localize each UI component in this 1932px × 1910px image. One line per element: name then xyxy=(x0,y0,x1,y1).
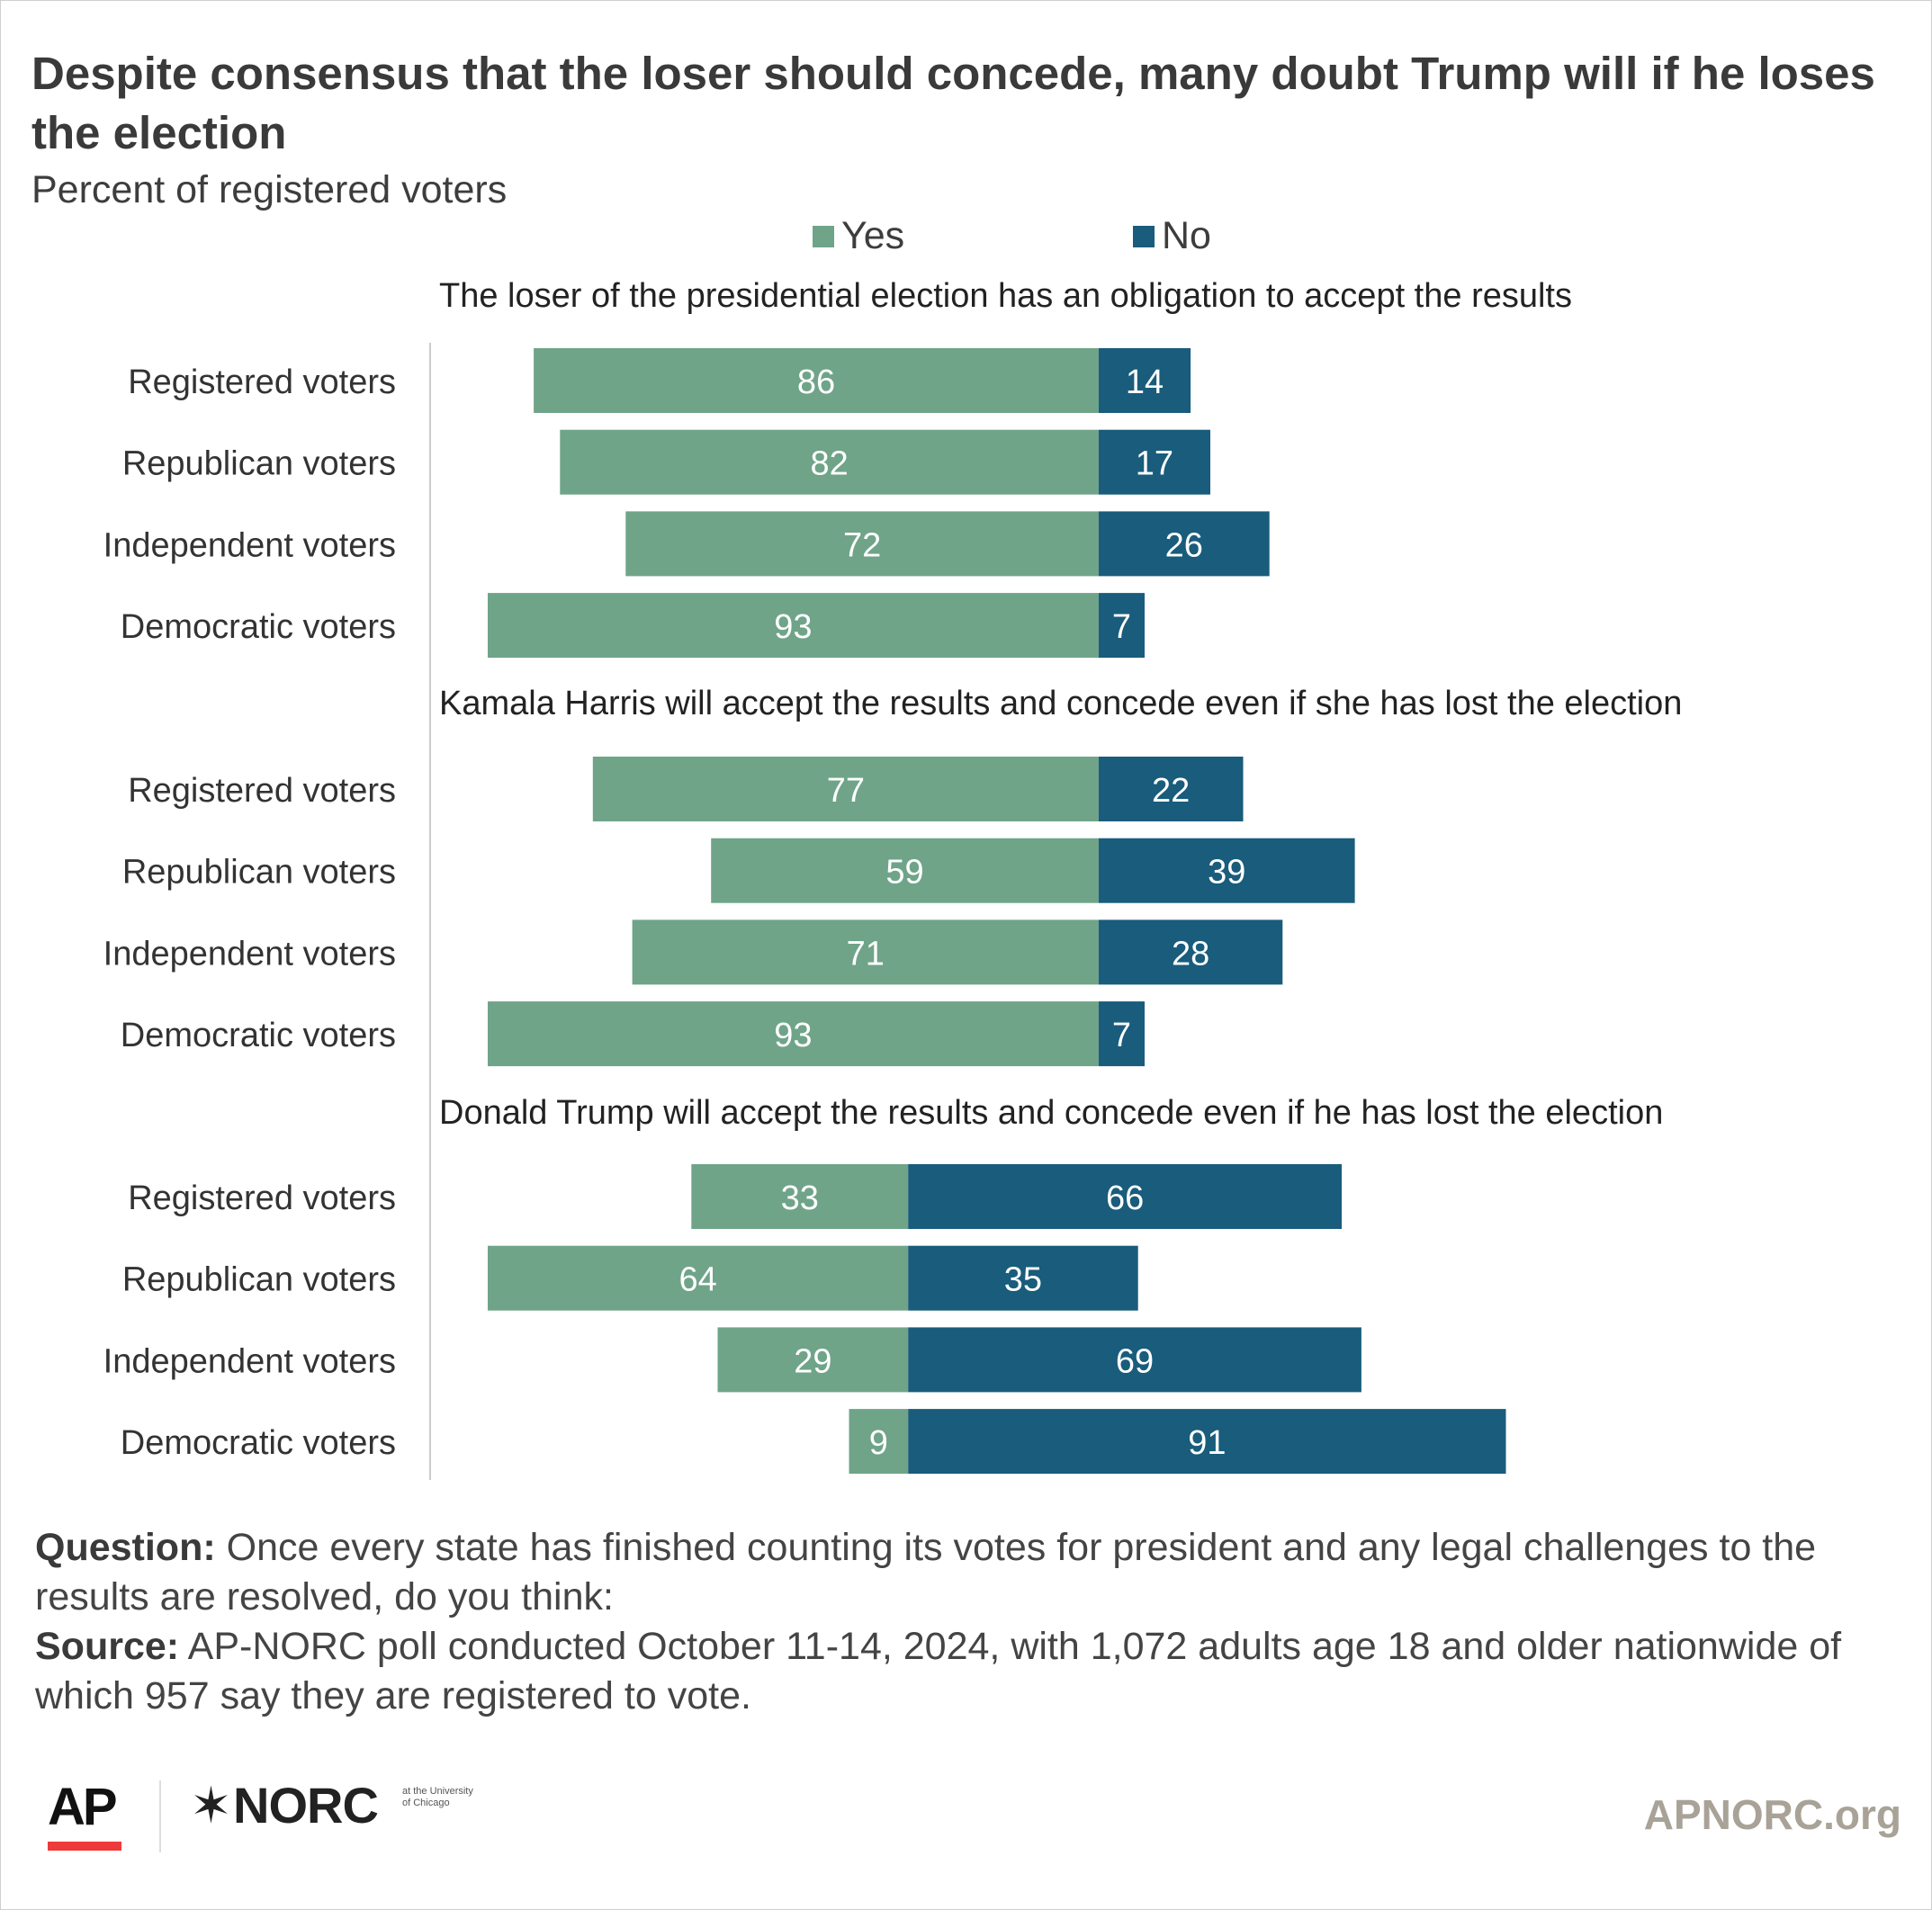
website-link[interactable]: APNORC.org xyxy=(1643,1791,1901,1838)
source-note: Source: AP-NORC poll conducted October 1… xyxy=(35,1622,1889,1721)
row-label: Democratic voters xyxy=(121,1424,396,1462)
legend-swatch-yes xyxy=(813,226,834,247)
bar-no xyxy=(1098,511,1270,577)
bar-no xyxy=(1098,919,1283,985)
bar-yes xyxy=(849,1409,909,1475)
data-label-no: 35 xyxy=(1004,1261,1042,1299)
bar-no xyxy=(908,1409,1506,1475)
bar-no xyxy=(1098,593,1145,659)
bar-yes xyxy=(488,1001,1099,1067)
row-label: Democratic voters xyxy=(121,608,396,646)
data-label-yes: 82 xyxy=(810,445,848,483)
data-label-no: 66 xyxy=(1106,1179,1144,1217)
data-label-no: 91 xyxy=(1188,1424,1226,1462)
group-title: The loser of the presidential election h… xyxy=(439,277,1572,315)
bar-yes xyxy=(534,348,1099,413)
logo-divider xyxy=(159,1780,161,1852)
ap-logo-bar xyxy=(48,1842,121,1851)
norc-logo-subtext: at the University of Chicago xyxy=(402,1786,473,1808)
row-label: Republican voters xyxy=(122,854,396,892)
question-label: Question: xyxy=(35,1526,216,1569)
chart-notes: Question: Once every state has finished … xyxy=(35,1523,1889,1721)
bar-no xyxy=(1098,1001,1145,1067)
norc-logo-text: NORC xyxy=(233,1777,379,1834)
group-title: Donald Trump will accept the results and… xyxy=(439,1094,1663,1132)
data-label-yes: 77 xyxy=(827,772,865,810)
chart-subtitle: Percent of registered voters xyxy=(31,168,508,211)
group-title: Kamala Harris will accept the results an… xyxy=(439,685,1682,722)
data-label-yes: 93 xyxy=(774,608,812,646)
data-label-yes: 71 xyxy=(847,935,885,973)
ap-logo: AP xyxy=(48,1779,125,1854)
bar-no xyxy=(908,1245,1138,1311)
bar-yes xyxy=(560,429,1099,495)
data-label-no: 28 xyxy=(1172,935,1209,973)
data-label-yes: 29 xyxy=(794,1342,831,1380)
data-label-yes: 33 xyxy=(781,1179,819,1217)
row-label: Independent voters xyxy=(103,935,396,973)
data-label-no: 26 xyxy=(1165,526,1203,564)
data-label-no: 14 xyxy=(1126,363,1164,401)
bar-yes xyxy=(632,919,1099,985)
norc-logo: ✶ NORC at the University of Chicago xyxy=(190,1777,478,1840)
question-note: Question: Once every state has finished … xyxy=(35,1523,1889,1622)
bar-no xyxy=(908,1327,1361,1393)
chart-title: Despite consensus that the loser should … xyxy=(31,48,1875,158)
bar-no xyxy=(908,1164,1342,1229)
data-label-yes: 59 xyxy=(885,854,923,892)
row-label: Republican voters xyxy=(122,445,396,483)
row-label: Registered voters xyxy=(128,1179,396,1217)
bar-yes xyxy=(625,511,1099,577)
bar-no xyxy=(1098,429,1210,495)
row-label: Republican voters xyxy=(122,1261,396,1299)
bar-yes xyxy=(691,1164,909,1229)
row-label: Registered voters xyxy=(128,772,396,810)
source-label: Source: xyxy=(35,1625,180,1668)
question-text: Once every state has finished counting i… xyxy=(35,1526,1817,1619)
data-label-no: 22 xyxy=(1152,772,1190,810)
ap-logo-text: AP xyxy=(48,1778,118,1836)
row-label: Democratic voters xyxy=(121,1017,396,1054)
row-label: Independent voters xyxy=(103,526,396,564)
data-label-yes: 64 xyxy=(678,1261,716,1299)
norc-star-icon: ✶ xyxy=(190,1777,232,1834)
data-label-no: 7 xyxy=(1112,1017,1131,1054)
data-label-no: 39 xyxy=(1208,854,1245,892)
row-label: Registered voters xyxy=(128,363,396,401)
row-label: Independent voters xyxy=(103,1342,396,1380)
data-label-yes: 93 xyxy=(774,1017,812,1054)
bar-no xyxy=(1098,757,1244,821)
diverging-bar-chart: The loser of the presidential election h… xyxy=(103,277,1682,1480)
data-label-yes: 86 xyxy=(797,363,835,401)
data-label-no: 7 xyxy=(1112,608,1131,646)
legend-label-no: No xyxy=(1162,214,1211,257)
data-label-no: 69 xyxy=(1116,1342,1154,1380)
bar-yes xyxy=(488,593,1099,659)
bar-yes xyxy=(488,1245,909,1311)
data-label-no: 17 xyxy=(1136,445,1173,483)
bar-no xyxy=(1098,838,1355,903)
legend-label-yes: Yes xyxy=(841,214,905,257)
data-label-yes: 9 xyxy=(869,1424,888,1462)
legend-swatch-no xyxy=(1133,226,1155,247)
bar-yes xyxy=(717,1327,909,1393)
source-text: AP-NORC poll conducted October 11-14, 20… xyxy=(35,1625,1842,1717)
data-label-yes: 72 xyxy=(843,526,881,564)
bar-yes xyxy=(711,838,1099,903)
bar-yes xyxy=(592,757,1099,821)
bar-no xyxy=(1098,348,1191,413)
